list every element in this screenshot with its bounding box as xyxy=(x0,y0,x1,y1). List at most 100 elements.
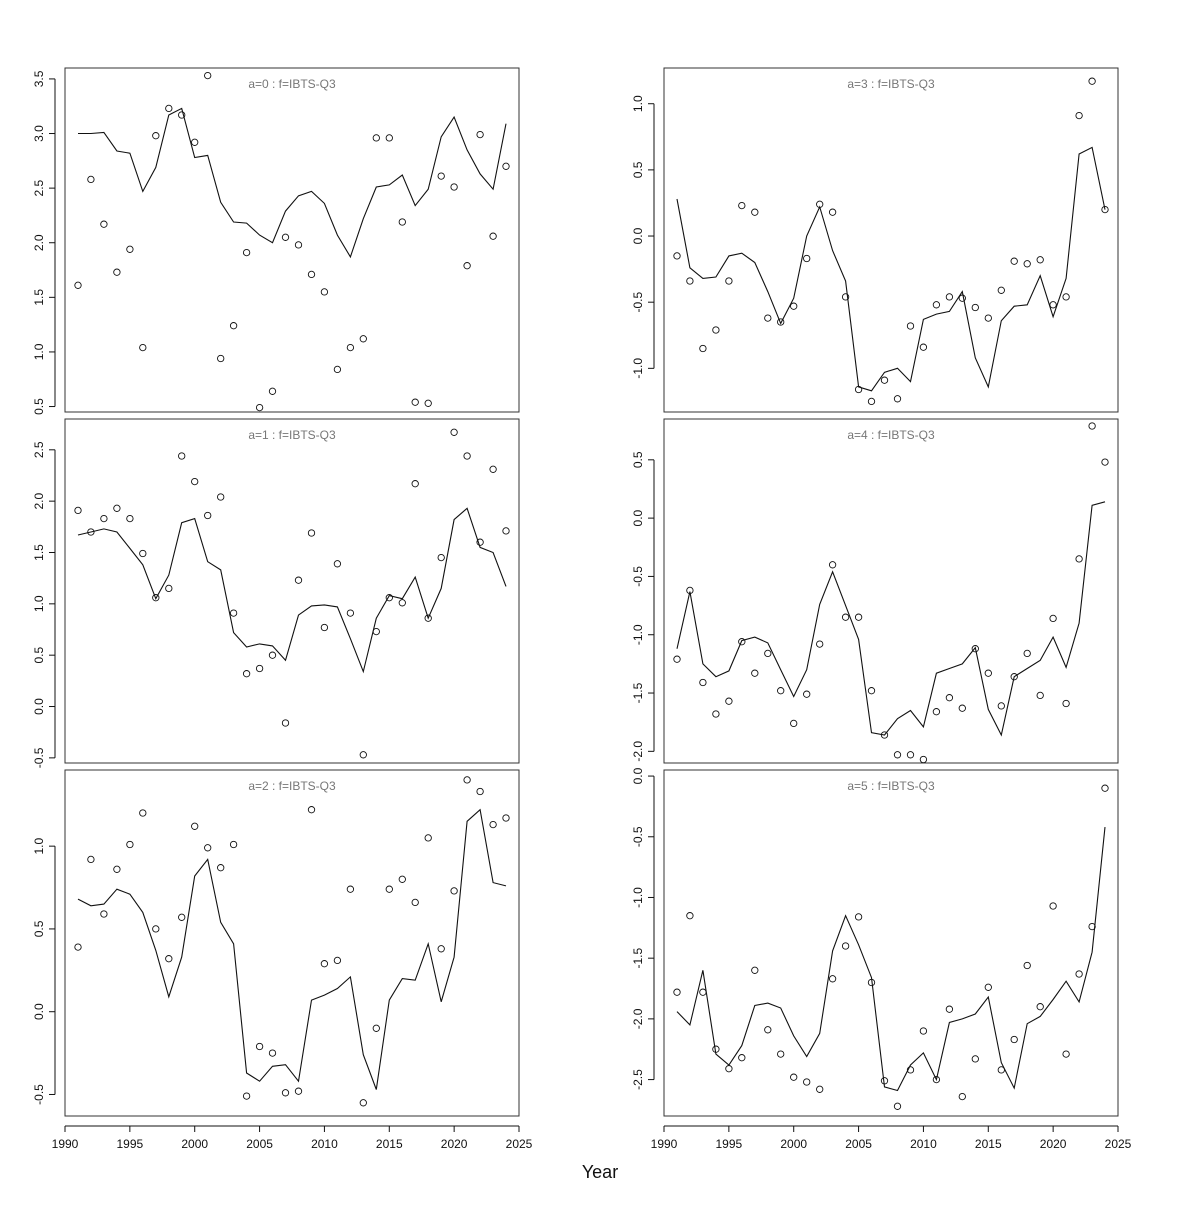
observed-point xyxy=(372,134,380,142)
observed-point xyxy=(152,132,160,140)
observed-point xyxy=(178,452,186,460)
observed-point xyxy=(346,609,355,617)
observed-point xyxy=(751,669,759,677)
observed-point xyxy=(372,1024,380,1032)
observed-point xyxy=(880,1077,889,1085)
panel-title: a=5 : f=IBTS-Q3 xyxy=(847,779,935,793)
observed-point xyxy=(906,751,915,759)
x-tick-label: 2025 xyxy=(506,1137,533,1151)
observed-point xyxy=(489,232,497,240)
observed-point xyxy=(1075,111,1083,120)
observed-point xyxy=(411,398,419,406)
observed-point xyxy=(100,514,108,523)
observed-point xyxy=(790,302,798,310)
observed-point xyxy=(398,218,406,226)
observed-point xyxy=(385,134,393,142)
observed-point xyxy=(139,809,147,817)
observed-point xyxy=(424,834,432,842)
y-tick-label: 1.0 xyxy=(32,837,46,854)
panel-title: a=3 : f=IBTS-Q3 xyxy=(847,77,935,91)
observed-point xyxy=(893,751,902,759)
observed-point xyxy=(502,814,510,822)
observed-point xyxy=(803,254,811,263)
observed-point xyxy=(803,1078,811,1086)
observed-point xyxy=(1101,458,1109,466)
observed-point xyxy=(217,864,225,872)
observed-point xyxy=(867,978,876,987)
observed-point xyxy=(1088,77,1096,85)
y-tick-label: 1.0 xyxy=(32,595,46,612)
fitted-line xyxy=(676,146,1106,392)
y-tick-label: 0.0 xyxy=(631,509,645,526)
observed-point xyxy=(712,1045,720,1053)
observed-point xyxy=(359,751,367,759)
observed-point xyxy=(686,277,694,285)
y-tick-label: -1.0 xyxy=(631,624,645,645)
y-tick-label: -0.5 xyxy=(32,747,46,768)
y-tick-label: 1.0 xyxy=(32,343,46,360)
panel-frame xyxy=(64,769,520,1117)
y-tick-label: 1.5 xyxy=(32,289,46,306)
observed-point xyxy=(1075,555,1083,563)
observed-point xyxy=(307,270,316,279)
observed-point xyxy=(725,697,733,705)
observed-point xyxy=(686,586,694,595)
observed-point xyxy=(372,627,380,636)
observed-point xyxy=(777,1050,785,1058)
fitted-line xyxy=(676,501,1106,737)
y-tick-label: 0.0 xyxy=(631,227,645,244)
observed-point xyxy=(463,452,471,460)
x-tick-label: 1995 xyxy=(117,1137,144,1151)
observed-point xyxy=(191,822,199,830)
panel-frame xyxy=(64,67,520,413)
observed-point xyxy=(320,288,329,296)
observed-point xyxy=(489,465,497,473)
y-tick-label: -0.5 xyxy=(631,292,645,313)
observed-point xyxy=(268,387,277,395)
x-tick-label: 2025 xyxy=(1105,1137,1132,1151)
y-tick-label: 2.5 xyxy=(32,441,46,458)
observed-point xyxy=(712,326,720,334)
panel-5: a=5 : f=IBTS-Q3 -2.5 -2.0 -1.5 -1.0 -0.5 0.0 19… xyxy=(631,767,1132,1151)
x-tick-label: 1990 xyxy=(651,1137,678,1151)
observed-point xyxy=(932,1075,941,1084)
observed-point xyxy=(281,719,290,727)
observed-point xyxy=(255,664,264,673)
observed-point xyxy=(294,1087,303,1095)
observed-point xyxy=(738,638,746,646)
observed-point xyxy=(958,1092,966,1101)
observed-point xyxy=(281,1089,290,1097)
y-tick-label: 0.0 xyxy=(32,698,46,715)
observed-point xyxy=(997,1066,1005,1074)
observed-point xyxy=(255,1042,264,1051)
observed-point xyxy=(1049,614,1057,623)
y-tick-label: -0.5 xyxy=(32,1084,46,1105)
observed-point xyxy=(725,277,733,285)
observed-point xyxy=(333,956,342,965)
observed-point xyxy=(1101,784,1109,792)
observed-point xyxy=(242,670,251,678)
observed-point xyxy=(1062,1050,1070,1058)
observed-point xyxy=(712,710,720,718)
observed-point xyxy=(268,651,277,659)
y-tick-label: -2.0 xyxy=(631,1008,645,1029)
observed-point xyxy=(958,294,966,302)
y-tick-label: -1.0 xyxy=(631,887,645,908)
observed-point xyxy=(307,806,316,814)
observed-point xyxy=(126,514,134,523)
observed-point xyxy=(1088,922,1096,931)
observed-point xyxy=(738,201,746,210)
observed-point xyxy=(113,504,121,512)
x-tick-label: 2010 xyxy=(910,1137,937,1151)
observed-point xyxy=(958,704,966,712)
observed-point xyxy=(686,912,694,920)
observed-point xyxy=(165,584,173,593)
observed-point xyxy=(1036,691,1044,700)
observed-point xyxy=(476,538,484,546)
observed-point xyxy=(880,376,889,384)
observed-point xyxy=(699,678,707,687)
observed-point xyxy=(333,365,342,374)
y-tick-label: 0.5 xyxy=(631,451,645,468)
observed-point xyxy=(1036,1003,1044,1011)
y-tick-label: 2.0 xyxy=(32,234,46,251)
